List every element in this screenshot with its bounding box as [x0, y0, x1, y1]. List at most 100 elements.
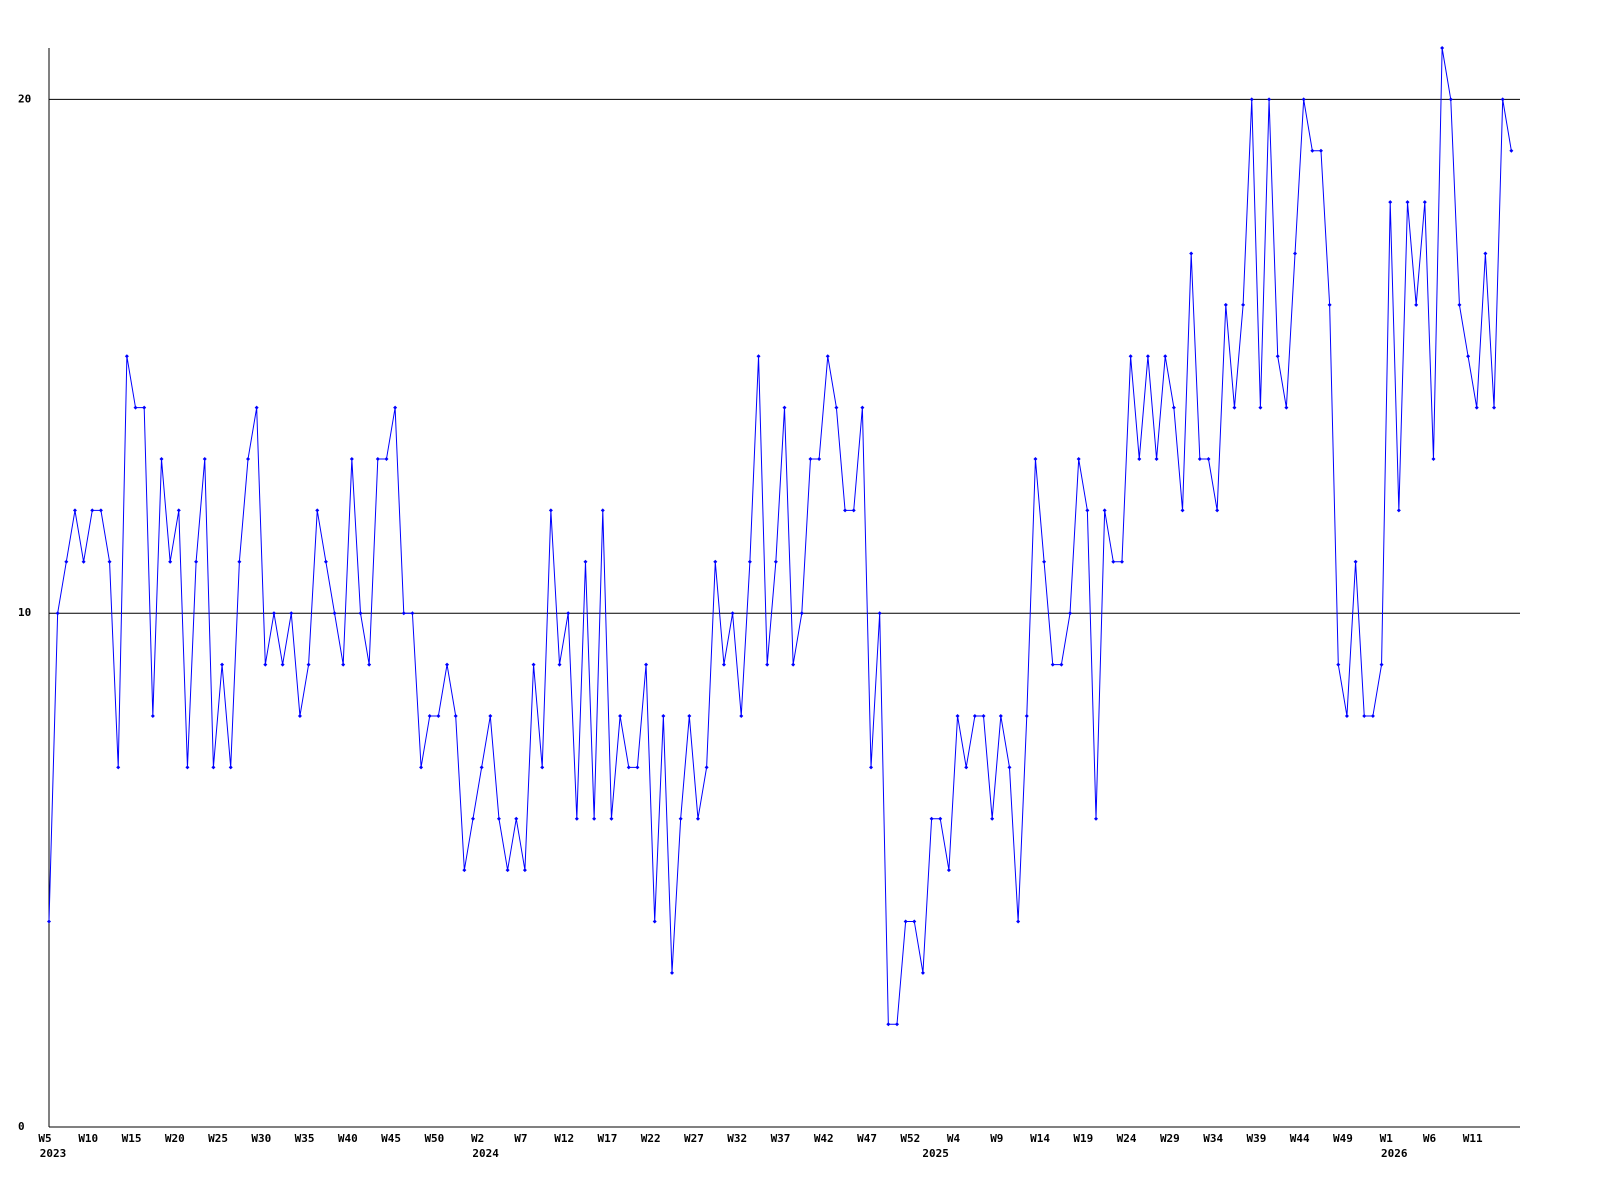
point — [851, 508, 856, 513]
point — [522, 868, 527, 873]
x-tick-label: W20 — [165, 1132, 185, 1145]
point — [1102, 508, 1107, 513]
point — [661, 713, 666, 718]
point — [202, 457, 207, 462]
x-tick-label: W49 — [1333, 1132, 1353, 1145]
point — [869, 765, 874, 770]
point — [280, 662, 285, 667]
point — [695, 816, 700, 821]
point — [237, 559, 242, 564]
point — [47, 919, 51, 924]
point — [297, 713, 302, 718]
point — [445, 662, 450, 667]
point — [834, 405, 839, 410]
point — [1284, 405, 1289, 410]
x-tick-label: W12 — [554, 1132, 574, 1145]
point — [1137, 457, 1142, 462]
point — [488, 713, 493, 718]
point — [1059, 662, 1064, 667]
x-tick-label: W47 — [857, 1132, 877, 1145]
point — [159, 457, 164, 462]
point — [1344, 713, 1349, 718]
point — [393, 405, 398, 410]
x-tick-label: W42 — [814, 1132, 834, 1145]
point — [756, 354, 761, 359]
point — [436, 713, 441, 718]
point — [1215, 508, 1220, 513]
point — [55, 611, 60, 616]
point — [453, 713, 458, 718]
point — [427, 713, 432, 718]
point — [886, 1022, 891, 1027]
point — [150, 713, 155, 718]
x-tick-label: W35 — [295, 1132, 315, 1145]
point — [332, 611, 337, 616]
x-tick-label: W9 — [990, 1132, 1003, 1145]
x-tick-label: W32 — [727, 1132, 747, 1145]
point — [1007, 765, 1012, 770]
point — [704, 765, 709, 770]
point — [626, 765, 631, 770]
point — [1076, 457, 1081, 462]
point — [470, 816, 475, 821]
point — [116, 765, 121, 770]
x-tick-label: W22 — [641, 1132, 661, 1145]
point — [773, 559, 778, 564]
point — [652, 919, 657, 924]
point — [592, 816, 597, 821]
point — [176, 508, 181, 513]
point — [678, 816, 683, 821]
point — [1249, 97, 1254, 102]
point — [98, 508, 103, 513]
point — [341, 662, 346, 667]
point — [531, 662, 536, 667]
point — [1492, 405, 1497, 410]
x-tick-label: W44 — [1290, 1132, 1310, 1145]
point — [566, 611, 571, 616]
point — [713, 559, 718, 564]
x-year-label: 2025 — [922, 1147, 949, 1160]
point — [808, 457, 813, 462]
point — [799, 611, 804, 616]
point — [410, 611, 415, 616]
point — [1466, 354, 1471, 359]
point — [1301, 97, 1306, 102]
x-tick-label: W40 — [338, 1132, 358, 1145]
point — [1353, 559, 1358, 564]
point — [194, 559, 199, 564]
point — [1431, 457, 1436, 462]
x-tick-label: W39 — [1246, 1132, 1266, 1145]
point — [1362, 713, 1367, 718]
x-tick-label: W17 — [598, 1132, 618, 1145]
point — [462, 868, 467, 873]
x-tick-label: W50 — [424, 1132, 444, 1145]
point — [1258, 405, 1263, 410]
point — [479, 765, 484, 770]
point — [1405, 200, 1410, 205]
point — [289, 611, 294, 616]
point — [920, 970, 925, 975]
point — [246, 457, 251, 462]
point — [124, 354, 129, 359]
point — [384, 457, 389, 462]
point — [635, 765, 640, 770]
point — [1232, 405, 1237, 410]
x-tick-label: W7 — [514, 1132, 527, 1145]
point — [505, 868, 510, 873]
point — [1414, 302, 1419, 307]
point — [211, 765, 216, 770]
point — [1509, 148, 1514, 153]
x-tick-label: W34 — [1203, 1132, 1223, 1145]
point — [1197, 457, 1202, 462]
series-line — [48, 47, 1512, 1025]
point — [903, 919, 908, 924]
point — [1275, 354, 1280, 359]
point — [1318, 148, 1323, 153]
point — [583, 559, 588, 564]
point — [375, 457, 380, 462]
x-tick-label: W5 — [38, 1132, 51, 1145]
point — [843, 508, 848, 513]
x-tick-label: W6 — [1423, 1132, 1437, 1145]
point — [367, 662, 372, 667]
